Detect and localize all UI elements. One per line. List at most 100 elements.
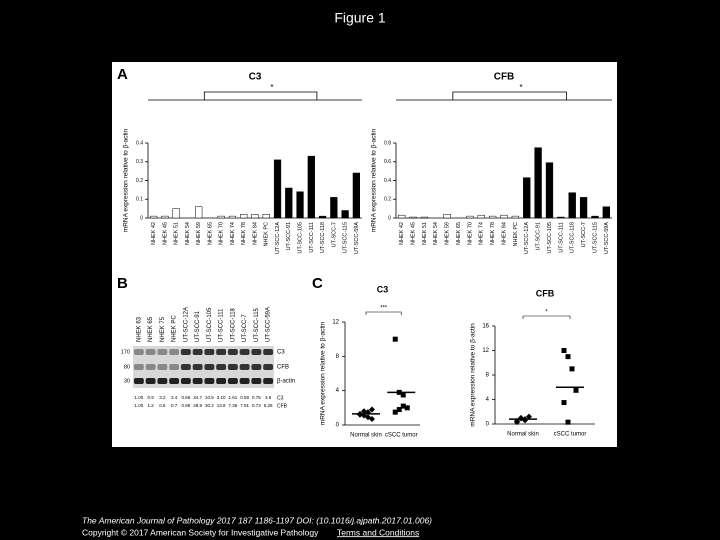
y-tick-label: 0.2	[136, 178, 143, 184]
quant-value: 3.2	[159, 395, 166, 400]
lane-label: UT-SCC-115	[254, 307, 260, 342]
quant-value: 0.88	[181, 403, 190, 408]
bar	[240, 214, 248, 219]
y-tick-label: 8	[336, 354, 340, 360]
y-tick-label: 0.8	[384, 140, 391, 146]
bar	[161, 215, 169, 219]
data-point	[396, 407, 402, 413]
terms-link[interactable]: Terms and Conditions	[337, 527, 419, 537]
blot-band	[145, 364, 156, 370]
bar	[262, 214, 270, 219]
x-tick-label: NHEK PC	[264, 222, 270, 246]
x-tick-label: NHEK 74	[230, 222, 236, 245]
blot-band	[263, 378, 274, 384]
quant-value: 1.2	[147, 403, 154, 408]
lane-label: UT-SCC-7	[242, 314, 248, 342]
quant-value: 0.66	[181, 395, 190, 400]
bar	[307, 155, 315, 219]
blot-band	[216, 349, 227, 355]
x-tick-label: UT-SCC-115	[343, 222, 349, 253]
x-tick-label: NHEK 78	[490, 222, 496, 245]
panel-label: A	[117, 66, 128, 83]
quant-value: 1.00	[134, 403, 143, 408]
data-point	[573, 387, 579, 393]
blot-band	[157, 349, 168, 355]
quant-value: 28.9	[193, 403, 202, 408]
y-tick-label: 0	[388, 215, 391, 221]
x-tick-label: UT-SCC-12A	[275, 222, 281, 254]
bar	[466, 215, 474, 219]
blot-band	[227, 378, 238, 384]
data-point	[565, 354, 571, 360]
y-tick-label: 12	[332, 320, 339, 326]
bar	[352, 172, 360, 219]
significance-bracket	[396, 91, 612, 101]
quant-value: 1.61	[228, 395, 237, 400]
bar	[591, 215, 599, 219]
marker-label: 80	[124, 364, 130, 370]
quant-label: C3	[277, 395, 284, 401]
band-label: β-actin	[277, 379, 295, 385]
blot-band	[227, 349, 238, 355]
y-tick-label: 0.4	[136, 140, 143, 146]
blot-band	[157, 378, 168, 384]
x-tick-label: NHEK 54	[185, 222, 191, 245]
x-tick-label: NHEK 84	[252, 222, 258, 245]
data-point	[561, 348, 567, 353]
x-tick-label: UT-SCC-105	[547, 222, 553, 253]
data-point	[400, 403, 406, 409]
bar	[172, 208, 180, 219]
x-tick-label: NHEK 70	[467, 222, 473, 245]
bar	[523, 177, 531, 219]
data-point	[361, 408, 367, 415]
blot-band	[216, 378, 227, 384]
bar	[409, 216, 417, 219]
data-point	[569, 366, 575, 372]
quant-value: 0.73	[252, 403, 261, 408]
x-tick-label: UT-SCC-111	[558, 222, 564, 253]
x-tick-label: NHEK 45	[411, 222, 417, 245]
x-tick-label: NHEK 51	[422, 222, 428, 245]
quant-value: 0.59	[240, 395, 249, 400]
blot-band	[263, 349, 274, 355]
x-tick-label: NHEK 74	[479, 222, 485, 245]
lane-label: UT-SCC-111	[219, 308, 225, 342]
slide-title: Figure 1	[334, 10, 386, 26]
blot-band	[180, 349, 191, 355]
blot-band	[227, 364, 238, 370]
bar	[228, 215, 237, 219]
x-tick-label: UT-SCC-59A	[604, 222, 610, 254]
quant-value: 34.7	[193, 395, 202, 400]
quant-value: 7.91	[240, 403, 249, 408]
blot-band	[169, 364, 180, 370]
blot-band	[133, 378, 144, 384]
quant-label: CFB	[277, 403, 288, 409]
band-label: C3	[277, 350, 285, 356]
terms-link-text[interactable]: Terms and Conditions	[337, 527, 419, 537]
bar	[285, 187, 293, 219]
bar	[534, 147, 542, 219]
y-tick-label: 0.4	[384, 178, 391, 184]
data-point	[565, 419, 571, 425]
significance-bracket	[522, 315, 571, 319]
lane-label: NHEK 65	[148, 316, 154, 342]
data-point	[369, 415, 375, 422]
y-axis-label: mRNA expression relative to β-actin	[470, 323, 477, 427]
y-tick-label: 16	[482, 324, 489, 330]
y-axis-label: mRNA expression relative to β-actin	[123, 128, 130, 232]
bar	[318, 215, 327, 219]
blot-band	[251, 378, 262, 384]
y-tick-label: 12	[482, 348, 489, 354]
bar	[195, 206, 203, 219]
bar	[568, 192, 576, 219]
lane-label: UT-SCC-118	[230, 307, 236, 342]
marker-label: 30	[124, 378, 130, 384]
blot-band	[180, 364, 191, 370]
data-point	[514, 419, 520, 426]
quant-value: 5.28	[264, 403, 273, 408]
quant-value: 0.75	[252, 395, 261, 400]
x-tick-label: UT-SCC-7	[581, 222, 587, 247]
lane-label: UT-SCC-91	[195, 310, 201, 342]
bar	[273, 159, 282, 219]
data-point	[369, 406, 375, 413]
